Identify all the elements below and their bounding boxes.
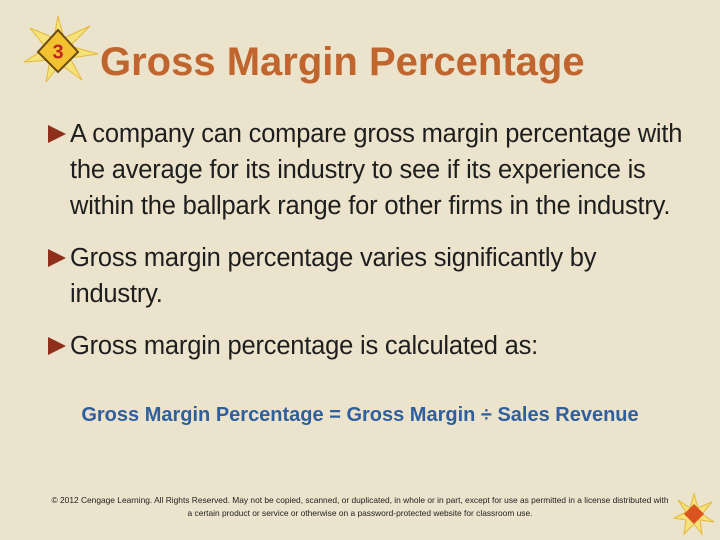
copyright-footer: © 2012 Cengage Learning. All Rights Rese… xyxy=(51,495,669,518)
bullet-text: Gross margin percentage varies significa… xyxy=(70,244,597,308)
bullet: Gross margin percentage varies significa… xyxy=(48,240,688,312)
corner-ornament xyxy=(672,492,715,536)
bullet-marker xyxy=(48,337,66,355)
bullet: A company can compare gross margin perce… xyxy=(48,116,688,224)
bullet-marker xyxy=(48,249,66,267)
badge-number: 3 xyxy=(52,41,63,63)
bullet: Gross margin percentage is calculated as… xyxy=(48,328,688,364)
slide-title: Gross Margin Percentage xyxy=(100,40,585,84)
bullet-text: Gross margin percentage is calculated as… xyxy=(70,332,539,360)
bullet-text: A company can compare gross margin perce… xyxy=(70,120,683,220)
badge-icon: 3 xyxy=(23,15,99,83)
bullet-list: A company can compare gross margin perce… xyxy=(48,116,688,380)
formula: Gross Margin Percentage = Gross Margin ÷… xyxy=(81,404,639,426)
bullet-marker xyxy=(48,125,66,143)
